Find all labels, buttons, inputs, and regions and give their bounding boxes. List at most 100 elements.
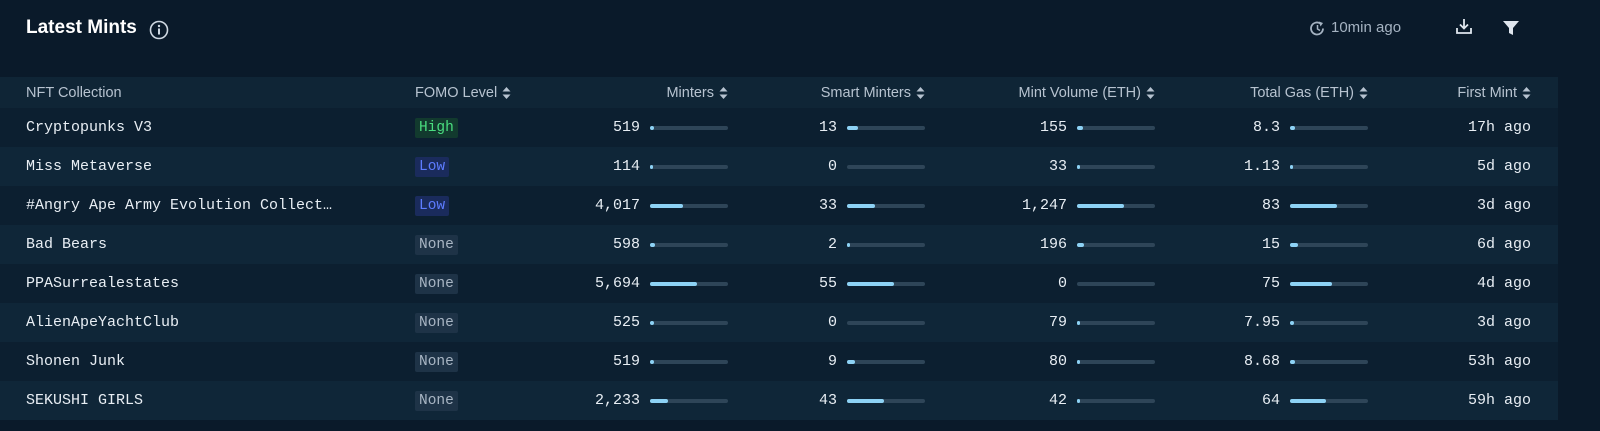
cell-value: 1,247 <box>1021 197 1067 214</box>
bar-track <box>1077 243 1155 247</box>
filter-icon[interactable] <box>1502 20 1520 36</box>
bar-track <box>1077 165 1155 169</box>
info-icon[interactable] <box>149 20 169 40</box>
bar-fill <box>1290 360 1295 364</box>
column-header[interactable]: FOMO Level <box>415 77 511 108</box>
column-title: Minters <box>666 84 714 101</box>
bar-track <box>847 126 925 130</box>
bar-track <box>847 360 925 364</box>
cell-value: 83 <box>1261 197 1280 214</box>
bar-track <box>1077 399 1155 403</box>
header-row: NFT Collection FOMO Level Minters Smart Min… <box>0 77 1558 108</box>
cell-value: 0 <box>1057 275 1067 292</box>
bar-track <box>1077 360 1155 364</box>
table-row[interactable]: AlienApeYachtClub None 525 0 79 7.95 3d ago <box>0 303 1558 342</box>
bar-track <box>847 165 925 169</box>
fomo-cell: Low <box>415 186 450 225</box>
bar-track <box>1290 360 1368 364</box>
cell-value: 196 <box>1039 236 1067 253</box>
bar-fill <box>650 126 655 130</box>
table-row[interactable]: SEKUSHI GIRLS None 2,233 43 42 64 59h ago <box>0 381 1558 420</box>
bar-fill <box>1290 282 1333 286</box>
column-header: NFT Collection <box>26 77 122 108</box>
fomo-cell: None <box>415 342 458 381</box>
first-mint: 5d ago <box>1476 158 1531 175</box>
refresh-icon[interactable] <box>1309 20 1326 37</box>
cell-value: 15 <box>1261 236 1280 253</box>
cell-value: 9 <box>827 353 837 370</box>
column-header[interactable]: Total Gas (ETH) <box>1250 77 1368 108</box>
fomo-badge: None <box>415 273 458 294</box>
bar-track <box>1290 243 1368 247</box>
bar-fill <box>1077 126 1083 130</box>
collection-name: SEKUSHI GIRLS <box>26 392 144 409</box>
first-mint: 6d ago <box>1476 236 1531 253</box>
cell-value: 5,694 <box>594 275 640 292</box>
cell-value: 79 <box>1048 314 1067 331</box>
page-title: Latest Mints <box>26 17 137 38</box>
cell-value: 519 <box>612 119 640 136</box>
cell-value: 80 <box>1048 353 1067 370</box>
bar-track <box>650 282 728 286</box>
column-header[interactable]: Smart Minters <box>821 77 925 108</box>
bar-track <box>650 321 728 325</box>
fomo-badge: None <box>415 351 458 372</box>
table-row[interactable]: #Angry Ape Army Evolution Collect… Low 4,0… <box>0 186 1558 225</box>
bar-fill <box>650 282 697 286</box>
collection-name: Miss Metaverse <box>26 158 153 175</box>
first-mint: 59h ago <box>1467 392 1531 409</box>
fomo-badge: Low <box>415 156 450 177</box>
cell-value: 33 <box>818 197 837 214</box>
bar-fill <box>650 321 655 325</box>
first-mint: 3d ago <box>1476 197 1531 214</box>
bar-track <box>1077 321 1155 325</box>
fomo-cell: None <box>415 381 458 420</box>
bar-fill <box>1077 243 1085 247</box>
table-row[interactable]: PPASurrealestates None 5,694 55 0 75 4d ago <box>0 264 1558 303</box>
bar-fill <box>847 282 894 286</box>
table-row[interactable]: Bad Bears None 598 2 196 15 6d ago <box>0 225 1558 264</box>
cell-value: 0 <box>827 158 837 175</box>
fomo-badge: None <box>415 234 458 255</box>
column-title: FOMO Level <box>415 84 498 101</box>
fomo-cell: None <box>415 264 458 303</box>
bar-fill <box>847 360 855 364</box>
collection-name: Cryptopunks V3 <box>26 119 153 136</box>
cell-value: 0 <box>827 314 837 331</box>
bar-fill <box>650 165 653 169</box>
cell-value: 4,017 <box>594 197 640 214</box>
bar-track <box>1290 282 1368 286</box>
bar-fill <box>1290 243 1299 247</box>
bar-fill <box>847 243 850 247</box>
table-row[interactable]: Miss Metaverse Low 114 0 33 1.13 5d ago <box>0 147 1558 186</box>
collection-name: AlienApeYachtClub <box>26 314 180 331</box>
cell-value: 43 <box>818 392 837 409</box>
cell-value: 2,233 <box>594 392 640 409</box>
bar-track <box>1077 204 1155 208</box>
cell-value: 33 <box>1048 158 1067 175</box>
column-title: Smart Minters <box>820 84 911 101</box>
cell-value: 13 <box>818 119 837 136</box>
bar-fill <box>1290 126 1295 130</box>
download-icon[interactable] <box>1455 17 1473 35</box>
column-header[interactable]: First Mint <box>1457 77 1531 108</box>
first-mint: 53h ago <box>1467 353 1531 370</box>
fomo-cell: High <box>415 108 458 147</box>
table-row[interactable]: Shonen Junk None 519 9 80 8.68 53h ago <box>0 342 1558 381</box>
bar-track <box>847 282 925 286</box>
collection-name: Bad Bears <box>26 236 108 253</box>
first-mint: 3d ago <box>1476 314 1531 331</box>
table-row[interactable]: Cryptopunks V3 High 519 13 155 8.3 17h ago <box>0 108 1558 147</box>
bar-track <box>1077 282 1155 286</box>
bar-fill <box>1077 399 1080 403</box>
bar-fill <box>1290 204 1337 208</box>
bar-track <box>650 126 728 130</box>
column-title: Total Gas (ETH) <box>1250 84 1354 101</box>
column-header[interactable]: Minters <box>666 77 728 108</box>
collection-name: #Angry Ape Army Evolution Collect… <box>26 197 333 214</box>
bar-track <box>650 243 728 247</box>
bar-fill <box>650 204 684 208</box>
fomo-badge: None <box>415 390 458 411</box>
column-header[interactable]: Mint Volume (ETH) <box>1019 77 1155 108</box>
fomo-cell: None <box>415 225 458 264</box>
